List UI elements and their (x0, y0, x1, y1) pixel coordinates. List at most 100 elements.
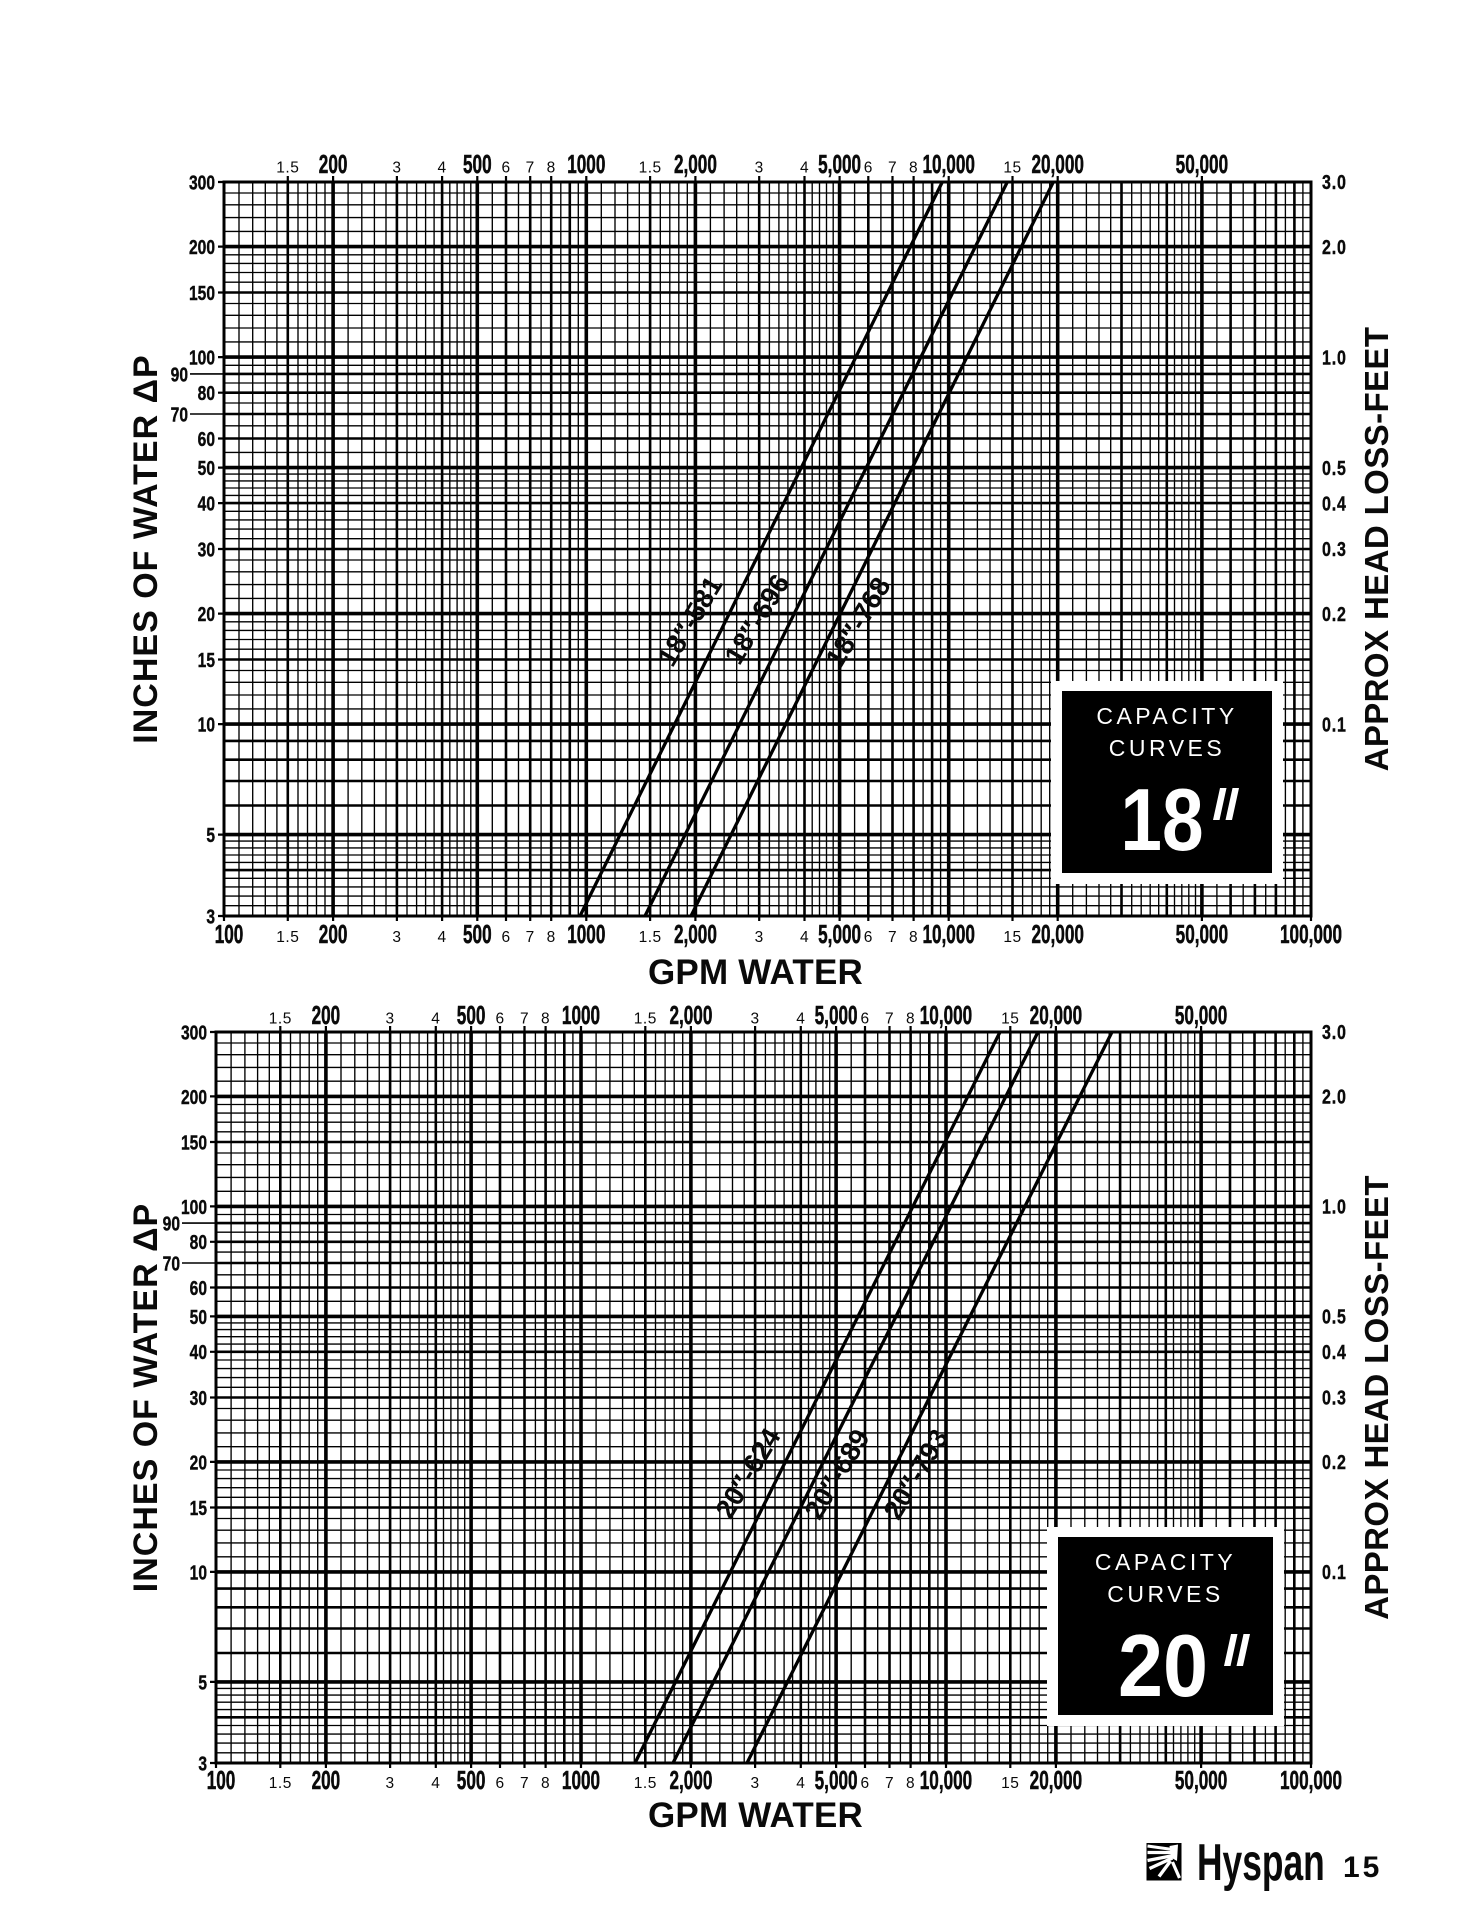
svg-text:5: 5 (198, 1671, 207, 1693)
svg-text:8: 8 (906, 1775, 915, 1792)
svg-text:200: 200 (181, 1086, 207, 1108)
svg-text:1.5: 1.5 (639, 160, 662, 177)
svg-text:CAPACITY: CAPACITY (1096, 703, 1237, 729)
svg-text:15: 15 (1001, 1011, 1019, 1028)
svg-text:4: 4 (438, 929, 447, 946)
svg-text:1000: 1000 (567, 919, 605, 949)
svg-text:6: 6 (864, 160, 873, 177)
svg-text:4: 4 (431, 1011, 440, 1028)
svg-text:200: 200 (319, 919, 348, 949)
svg-text:100,000: 100,000 (1280, 919, 1342, 949)
svg-text:1.5: 1.5 (269, 1775, 292, 1792)
svg-text:INCHES OF WATER ΔP: INCHES OF WATER ΔP (127, 1203, 165, 1592)
svg-text:200: 200 (319, 149, 348, 179)
svg-text:GPM WATER: GPM WATER (648, 953, 863, 992)
svg-text:30: 30 (190, 1387, 207, 1409)
svg-text:500: 500 (457, 1000, 486, 1030)
svg-text:20: 20 (190, 1451, 207, 1473)
svg-text:50: 50 (190, 1306, 207, 1328)
svg-text:100: 100 (181, 1196, 207, 1218)
svg-text:7: 7 (526, 160, 535, 177)
svg-text:0.3: 0.3 (1322, 1387, 1347, 1409)
svg-text:GPM WATER: GPM WATER (648, 1796, 863, 1835)
svg-text:5,000: 5,000 (815, 1765, 858, 1795)
svg-text:2.0: 2.0 (1322, 236, 1347, 258)
svg-text:APPROX HEAD LOSS-FEET: APPROX HEAD LOSS-FEET (1358, 1175, 1395, 1620)
svg-text:8: 8 (909, 160, 918, 177)
svg-text:3: 3 (751, 1011, 760, 1028)
svg-text:60: 60 (198, 428, 215, 450)
svg-text:15: 15 (190, 1497, 207, 1519)
svg-text:300: 300 (189, 172, 215, 194)
svg-text:6: 6 (501, 929, 510, 946)
svg-text:1000: 1000 (562, 1000, 600, 1030)
svg-text:6: 6 (495, 1775, 504, 1792)
svg-text:70: 70 (163, 1253, 180, 1275)
svg-text:Hyspan: Hyspan (1197, 1834, 1325, 1891)
svg-text:500: 500 (457, 1765, 486, 1795)
svg-text:3: 3 (751, 1775, 760, 1792)
svg-text:200: 200 (189, 236, 215, 258)
svg-text:5,000: 5,000 (818, 149, 861, 179)
svg-text:150: 150 (181, 1132, 207, 1154)
svg-text:100: 100 (189, 347, 215, 369)
svg-text:5: 5 (206, 824, 215, 846)
svg-text:70: 70 (171, 404, 188, 426)
svg-text:300: 300 (181, 1022, 207, 1044)
svg-text:0.4: 0.4 (1322, 493, 1347, 515)
svg-text:8: 8 (909, 929, 918, 946)
svg-text:6: 6 (864, 929, 873, 946)
svg-text:5,000: 5,000 (815, 1000, 858, 1030)
svg-text:20: 20 (198, 603, 215, 625)
svg-text:40: 40 (198, 493, 215, 515)
svg-text:3: 3 (755, 160, 764, 177)
svg-text:10,000: 10,000 (920, 1765, 972, 1795)
svg-text:6: 6 (495, 1011, 504, 1028)
svg-text:10,000: 10,000 (922, 149, 974, 179)
svg-text:6: 6 (860, 1775, 869, 1792)
svg-text:3: 3 (206, 906, 215, 928)
svg-text:0.2: 0.2 (1322, 603, 1347, 625)
svg-text:1000: 1000 (567, 149, 605, 179)
svg-text:50,000: 50,000 (1175, 1765, 1227, 1795)
svg-text:8: 8 (547, 160, 556, 177)
svg-text:18: 18 (1120, 771, 1203, 869)
svg-text:CURVES: CURVES (1109, 735, 1225, 761)
svg-text:90: 90 (163, 1213, 180, 1235)
svg-text:3.0: 3.0 (1322, 1022, 1347, 1044)
svg-text:8: 8 (541, 1775, 550, 1792)
svg-text:7: 7 (888, 160, 897, 177)
svg-text:0.1: 0.1 (1322, 1561, 1347, 1583)
svg-text:15: 15 (1003, 929, 1021, 946)
svg-text:APPROX HEAD LOSS-FEET: APPROX HEAD LOSS-FEET (1358, 327, 1395, 772)
svg-text:8: 8 (906, 1011, 915, 1028)
svg-text:CAPACITY: CAPACITY (1095, 1549, 1236, 1575)
svg-text:80: 80 (198, 382, 215, 404)
svg-text:100: 100 (215, 919, 244, 949)
svg-text:200: 200 (312, 1000, 341, 1030)
svg-text:4: 4 (796, 1011, 805, 1028)
svg-text:1.5: 1.5 (269, 1011, 292, 1028)
svg-text:2,000: 2,000 (674, 149, 717, 179)
svg-text:15: 15 (1001, 1775, 1019, 1792)
svg-text:1.0: 1.0 (1322, 1196, 1347, 1218)
svg-text:1.5: 1.5 (276, 929, 299, 946)
svg-text:1.5: 1.5 (634, 1011, 657, 1028)
svg-text:3.0: 3.0 (1322, 172, 1347, 194)
svg-text:15: 15 (198, 649, 215, 671)
svg-text:15: 15 (1343, 1851, 1382, 1884)
svg-text:3: 3 (392, 160, 401, 177)
svg-text:80: 80 (190, 1231, 207, 1253)
svg-text:4: 4 (796, 1775, 805, 1792)
svg-text:20,000: 20,000 (1030, 1765, 1082, 1795)
svg-text:0.1: 0.1 (1322, 714, 1347, 736)
svg-text:0.3: 0.3 (1322, 539, 1347, 561)
svg-text:2.0: 2.0 (1322, 1086, 1347, 1108)
svg-text:4: 4 (438, 160, 447, 177)
svg-text:40: 40 (190, 1341, 207, 1363)
svg-text:5,000: 5,000 (818, 919, 861, 949)
svg-text:2,000: 2,000 (669, 1000, 712, 1030)
svg-text:100: 100 (207, 1765, 236, 1795)
svg-text:15: 15 (1003, 160, 1021, 177)
svg-text:4: 4 (800, 160, 809, 177)
